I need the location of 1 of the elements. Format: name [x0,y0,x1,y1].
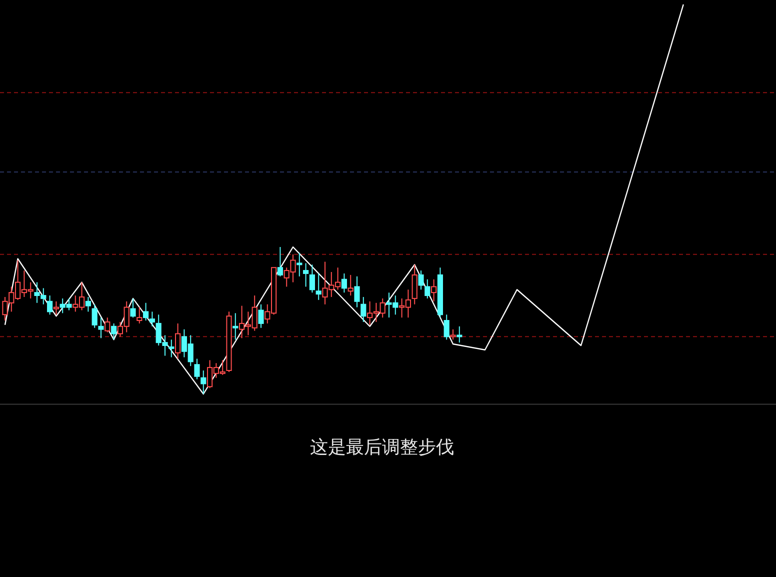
text: 这是最后调整步伐 [310,436,454,458]
